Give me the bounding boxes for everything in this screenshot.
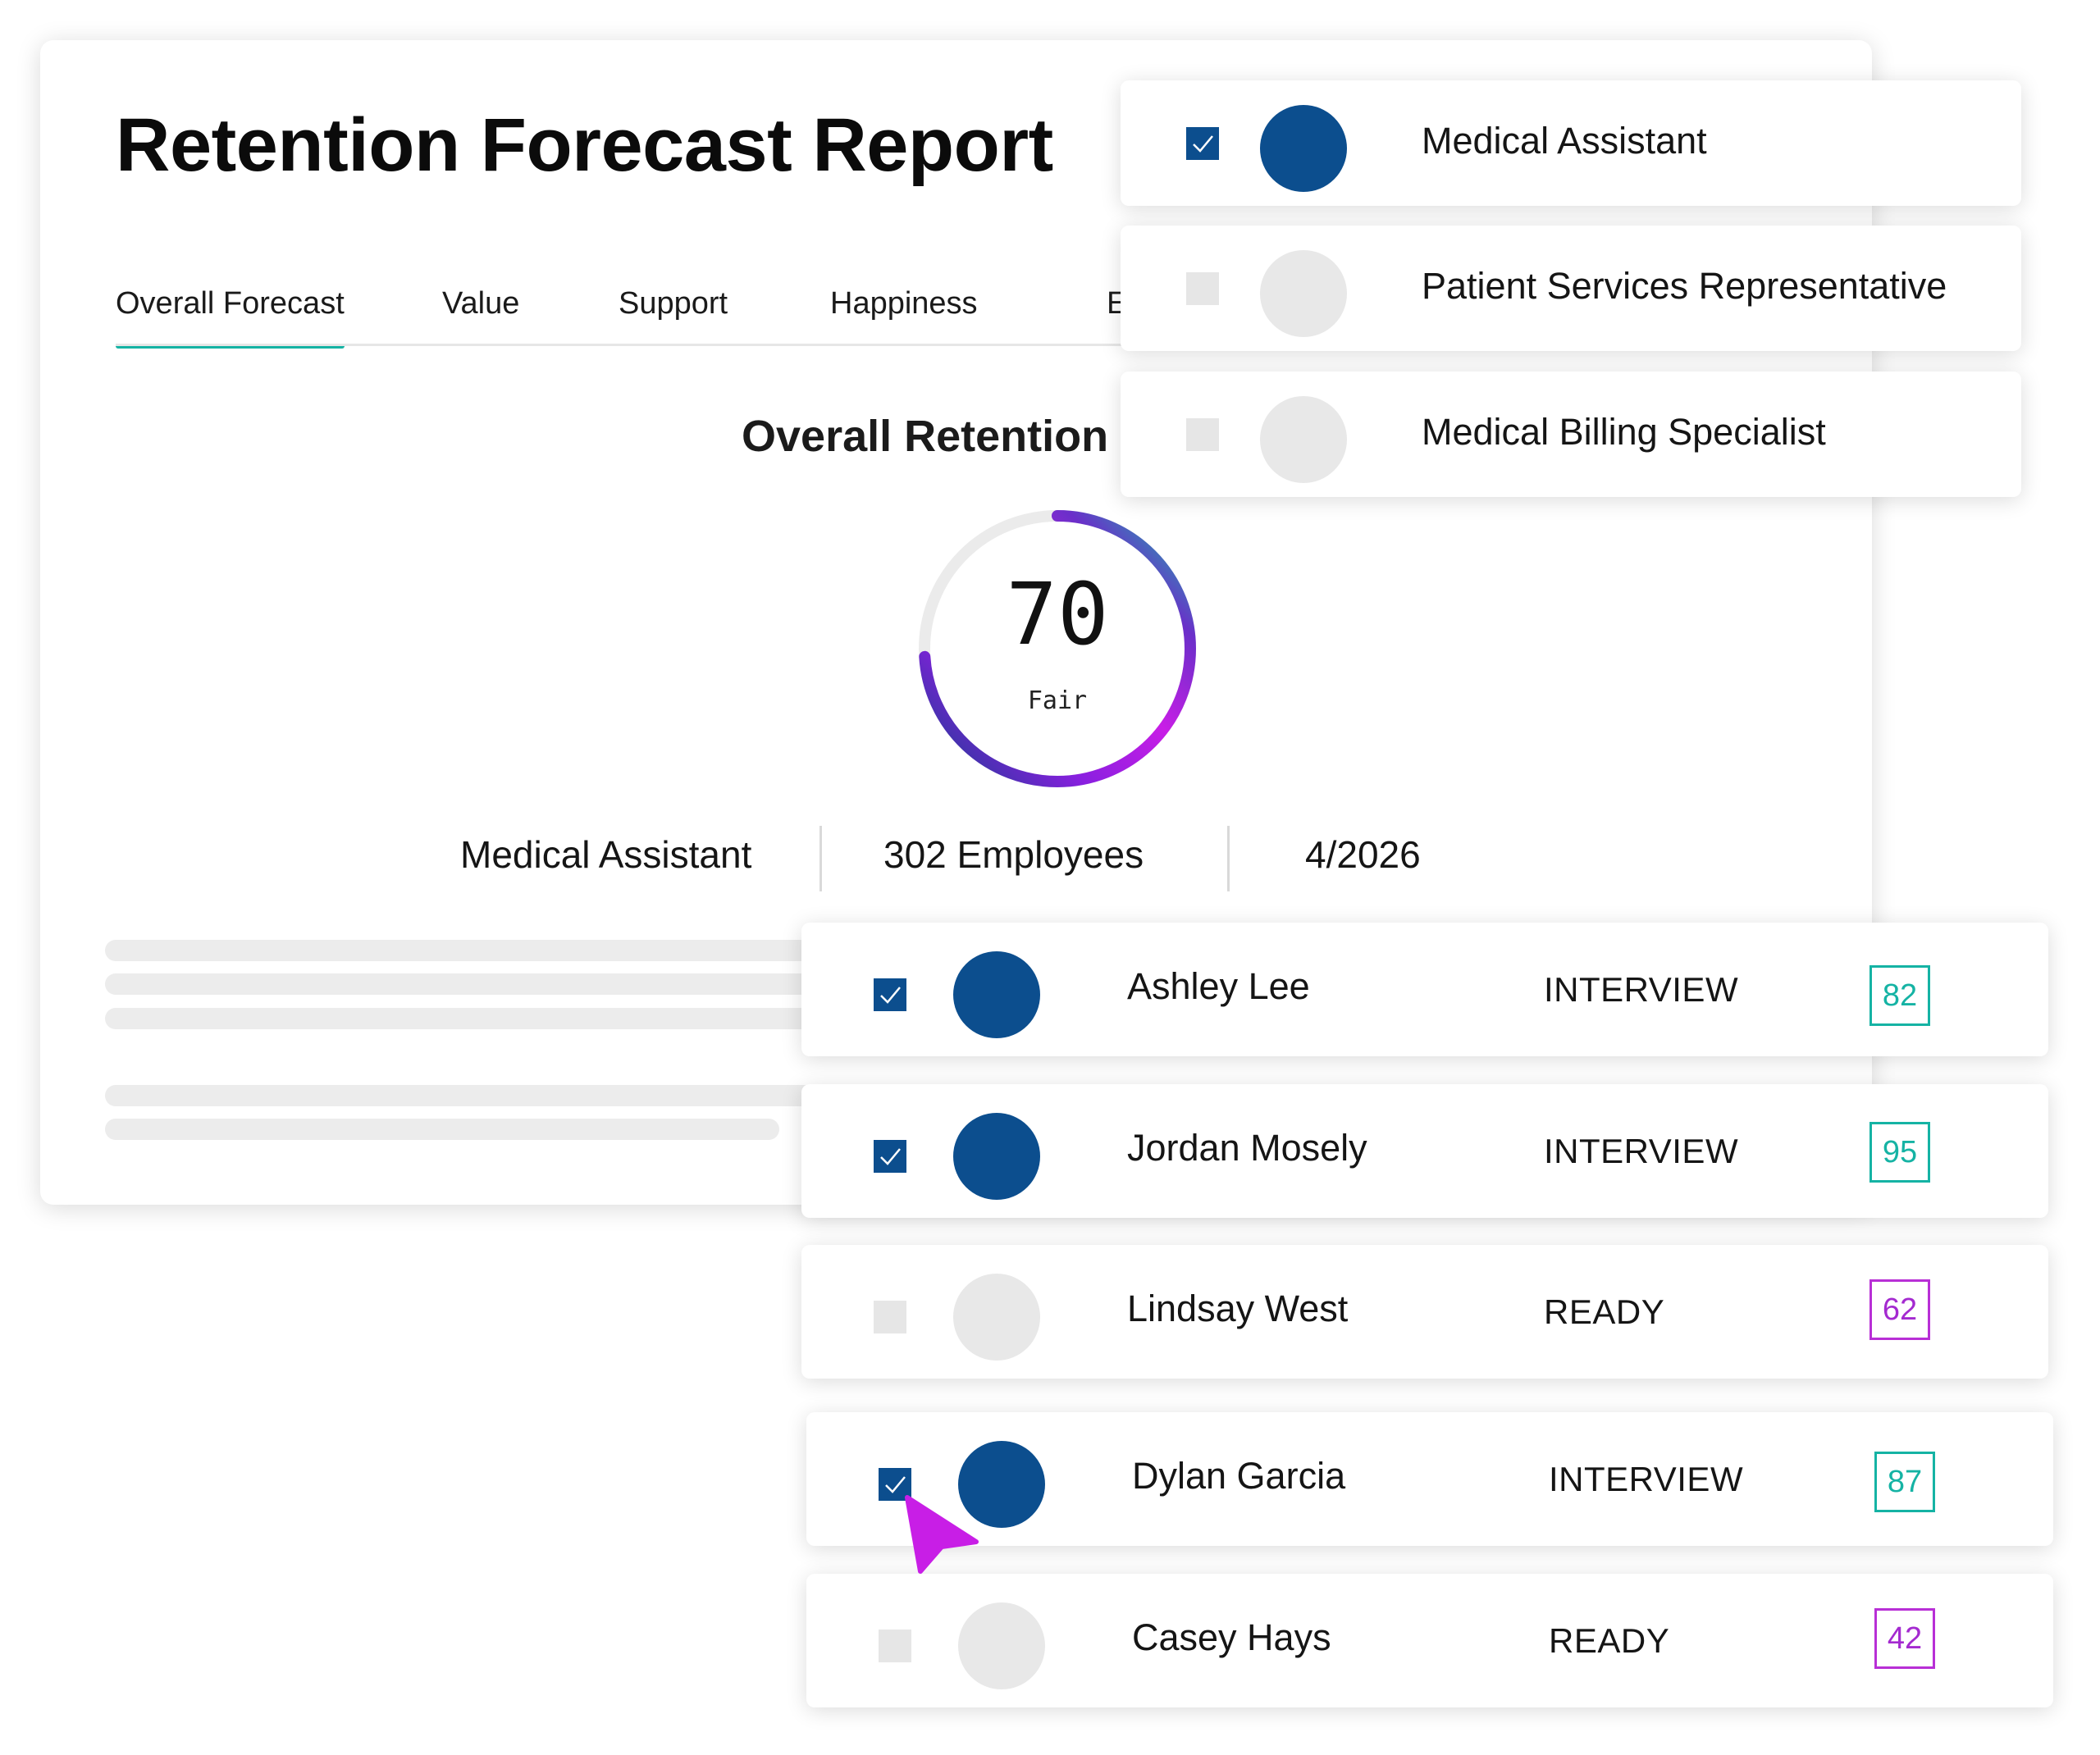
retention-score-badge: 82 bbox=[1869, 965, 1930, 1026]
retention-score-badge: 42 bbox=[1874, 1608, 1935, 1669]
report-tabs: Overall Forecast Value Support Happiness… bbox=[116, 245, 1182, 349]
section-title: Overall Retention F bbox=[742, 412, 1148, 461]
gauge-score-label: Fair bbox=[1027, 686, 1088, 715]
employee-name: Jordan Mosely bbox=[1127, 1127, 1367, 1169]
summary-divider bbox=[1227, 826, 1230, 891]
employee-card[interactable]: Ashley Lee INTERVIEW 82 bbox=[801, 923, 2048, 1056]
page-title: Retention Forecast Report bbox=[116, 103, 1053, 187]
placeholder-line bbox=[105, 973, 876, 995]
employee-name: Ashley Lee bbox=[1127, 965, 1310, 1007]
check-icon bbox=[885, 1476, 906, 1493]
placeholder-line bbox=[105, 940, 876, 961]
retention-score-badge: 95 bbox=[1869, 1122, 1930, 1183]
role-card[interactable]: Medical Billing Specialist bbox=[1121, 372, 2021, 497]
employee-status: INTERVIEW bbox=[1549, 1460, 1744, 1498]
cursor-arrow-icon bbox=[905, 1495, 979, 1574]
role-card[interactable]: Patient Services Representative bbox=[1121, 226, 2021, 351]
employee-card[interactable]: Dylan Garcia INTERVIEW 87 bbox=[806, 1412, 2053, 1546]
placeholder-line bbox=[105, 1085, 876, 1106]
check-icon bbox=[880, 987, 901, 1004]
role-label: Medical Assistant bbox=[1422, 120, 1707, 162]
employee-avatar bbox=[953, 951, 1040, 1038]
employee-avatar bbox=[958, 1602, 1045, 1689]
employee-card[interactable]: Jordan Mosely INTERVIEW 95 bbox=[801, 1084, 2048, 1218]
check-icon bbox=[1193, 135, 1213, 153]
role-avatar bbox=[1260, 250, 1347, 337]
placeholder-line bbox=[105, 1119, 779, 1140]
role-avatar bbox=[1260, 105, 1347, 192]
placeholder-line bbox=[105, 1008, 876, 1029]
employee-card[interactable]: Casey Hays READY 42 bbox=[806, 1574, 2053, 1707]
summary-date: 4/2026 bbox=[1305, 833, 1421, 876]
employee-checkbox[interactable] bbox=[879, 1630, 911, 1662]
summary-role: Medical Assistant bbox=[460, 833, 752, 876]
employee-checkbox[interactable] bbox=[874, 978, 906, 1011]
employee-status: READY bbox=[1549, 1621, 1670, 1660]
role-card[interactable]: Medical Assistant bbox=[1121, 80, 2021, 206]
role-checkbox[interactable] bbox=[1186, 272, 1219, 305]
employee-name: Lindsay West bbox=[1127, 1288, 1349, 1329]
employee-avatar bbox=[953, 1274, 1040, 1361]
employee-checkbox[interactable] bbox=[879, 1468, 911, 1501]
summary-divider bbox=[819, 826, 822, 891]
employee-card[interactable]: Lindsay West READY 62 bbox=[801, 1245, 2048, 1379]
retention-score-badge: 87 bbox=[1874, 1452, 1935, 1512]
role-avatar bbox=[1260, 396, 1347, 483]
tab-happiness[interactable]: Happiness bbox=[830, 286, 978, 321]
employee-name: Casey Hays bbox=[1132, 1616, 1331, 1658]
employee-avatar bbox=[958, 1441, 1045, 1528]
role-label: Patient Services Representative bbox=[1422, 265, 1947, 307]
employee-checkbox[interactable] bbox=[874, 1140, 906, 1173]
role-checkbox[interactable] bbox=[1186, 418, 1219, 451]
employee-status: READY bbox=[1544, 1292, 1665, 1331]
retention-score-gauge bbox=[919, 510, 1196, 787]
retention-score-badge: 62 bbox=[1869, 1279, 1930, 1340]
role-label: Medical Billing Specialist bbox=[1422, 411, 1826, 453]
check-icon bbox=[880, 1148, 901, 1165]
summary-employee-count: 302 Employees bbox=[883, 833, 1144, 876]
employee-status: INTERVIEW bbox=[1544, 1132, 1739, 1170]
tab-overall-forecast[interactable]: Overall Forecast bbox=[116, 286, 345, 349]
employee-status: INTERVIEW bbox=[1544, 970, 1739, 1009]
tab-value[interactable]: Value bbox=[442, 286, 520, 321]
employee-checkbox[interactable] bbox=[874, 1301, 906, 1333]
gauge-score-value: 70 bbox=[1006, 564, 1109, 664]
employee-name: Dylan Garcia bbox=[1132, 1455, 1346, 1497]
tab-support[interactable]: Support bbox=[619, 286, 728, 321]
gauge-fill-arc bbox=[919, 510, 1196, 787]
role-checkbox[interactable] bbox=[1186, 127, 1219, 160]
employee-avatar bbox=[953, 1113, 1040, 1200]
